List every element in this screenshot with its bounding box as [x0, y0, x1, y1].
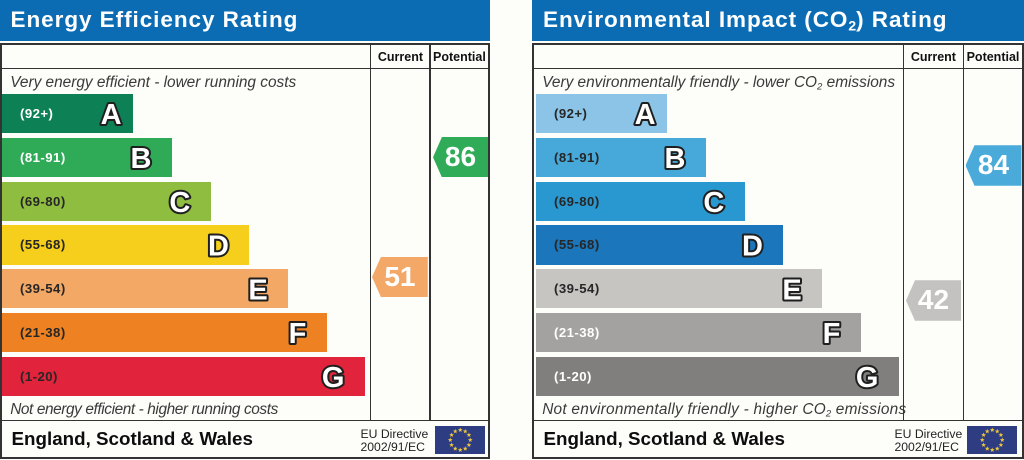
svg-text:A: A: [101, 99, 122, 131]
svg-text:G: G: [322, 362, 345, 394]
svg-text:D: D: [742, 231, 763, 263]
svg-text:F: F: [289, 318, 307, 350]
svg-text:C: C: [170, 187, 191, 219]
svg-text:B: B: [131, 143, 152, 175]
svg-text:E: E: [783, 274, 802, 306]
svg-text:A: A: [635, 99, 656, 131]
svg-text:B: B: [665, 143, 686, 175]
svg-text:D: D: [208, 231, 229, 263]
svg-text:E: E: [249, 274, 268, 306]
svg-text:F: F: [823, 318, 841, 350]
svg-text:G: G: [856, 362, 879, 394]
svg-text:C: C: [704, 187, 725, 219]
